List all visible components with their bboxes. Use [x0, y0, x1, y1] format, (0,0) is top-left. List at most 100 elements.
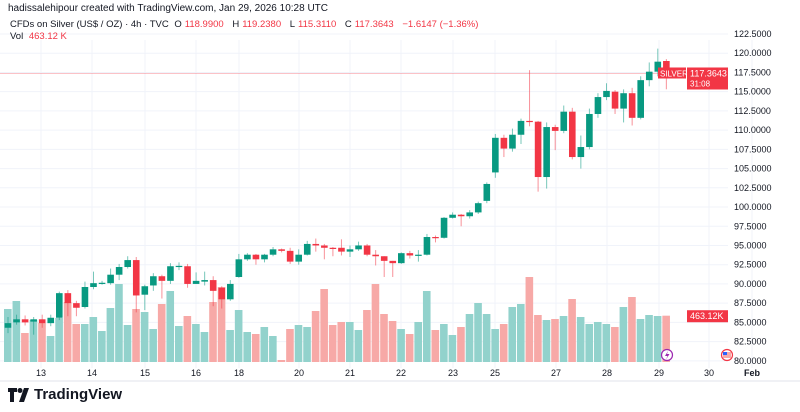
candle[interactable]	[483, 182, 491, 204]
candle[interactable]	[21, 315, 29, 326]
candle[interactable]	[175, 262, 183, 271]
candle[interactable]	[500, 134, 508, 158]
candle[interactable]	[321, 243, 328, 260]
candle[interactable]	[449, 212, 456, 219]
time-axis-label: 18	[234, 368, 244, 378]
candle[interactable]	[415, 250, 422, 262]
candle[interactable]	[235, 253, 243, 278]
candle[interactable]	[141, 284, 149, 311]
candle[interactable]	[637, 76, 644, 120]
volume-bar	[431, 330, 440, 362]
candle[interactable]	[645, 62, 653, 87]
volume-bar	[440, 324, 448, 362]
candle[interactable]	[167, 263, 174, 284]
candle[interactable]	[124, 256, 131, 269]
candle[interactable]	[406, 250, 414, 259]
candle[interactable]	[56, 291, 63, 321]
price-axis-label: 122.5000	[734, 29, 772, 39]
candle[interactable]	[611, 90, 619, 114]
candle[interactable]	[98, 280, 106, 285]
candle[interactable]	[90, 271, 97, 290]
volume-bar	[328, 325, 337, 362]
candle[interactable]	[526, 70, 533, 127]
candle[interactable]	[534, 120, 542, 192]
candle[interactable]	[586, 108, 593, 150]
candle[interactable]	[594, 93, 602, 118]
candle[interactable]	[209, 276, 217, 307]
time-axis-label: 29	[654, 368, 664, 378]
symbol-description[interactable]: CFDs on Silver (US$ / OZ) · 4h · TVC	[10, 19, 169, 30]
volume-bar	[346, 322, 354, 362]
volume-bar	[354, 330, 363, 362]
candle[interactable]	[628, 87, 636, 126]
candle[interactable]	[432, 235, 439, 243]
candle[interactable]	[363, 243, 371, 257]
us-flag-event-icon[interactable]	[720, 348, 734, 362]
candle[interactable]	[312, 238, 320, 252]
candle[interactable]	[38, 314, 46, 328]
candle[interactable]	[440, 217, 448, 239]
candle[interactable]	[577, 135, 585, 169]
candle[interactable]	[278, 248, 285, 253]
candle[interactable]	[218, 286, 226, 309]
candle-body	[269, 249, 277, 255]
tradingview-logo[interactable]: TradingView	[8, 386, 122, 403]
candle[interactable]	[64, 290, 72, 317]
candle[interactable]	[184, 263, 191, 288]
candle[interactable]	[132, 257, 140, 313]
candle[interactable]	[543, 122, 550, 189]
candle[interactable]	[509, 128, 516, 152]
candle[interactable]	[192, 272, 200, 284]
candle[interactable]	[603, 83, 610, 101]
vol-label[interactable]: Vol	[10, 31, 24, 42]
candle[interactable]	[4, 316, 12, 334]
candle[interactable]	[295, 249, 302, 265]
volume-bar	[251, 334, 260, 362]
candle[interactable]	[150, 273, 157, 291]
candle[interactable]	[338, 239, 345, 256]
candle[interactable]	[158, 274, 166, 299]
candle[interactable]	[286, 247, 294, 264]
candle[interactable]	[107, 268, 114, 285]
volume-bar	[508, 307, 517, 362]
candle[interactable]	[398, 252, 405, 264]
candle[interactable]	[13, 314, 20, 325]
candle[interactable]	[73, 300, 80, 317]
candle[interactable]	[372, 250, 379, 266]
candle[interactable]	[269, 247, 277, 257]
candle[interactable]	[201, 271, 208, 286]
candle[interactable]	[620, 89, 627, 123]
lightning-event-icon[interactable]	[660, 348, 674, 362]
candle[interactable]	[380, 256, 388, 278]
candle[interactable]	[329, 247, 337, 257]
time-axis-label: 27	[551, 368, 561, 378]
volume-bar	[662, 315, 670, 362]
candle-body	[150, 276, 157, 286]
candle[interactable]	[517, 118, 525, 144]
candle[interactable]	[560, 105, 568, 134]
candle[interactable]	[457, 213, 465, 227]
volume-bar	[585, 324, 593, 362]
candle[interactable]	[303, 240, 311, 256]
candle[interactable]	[346, 245, 354, 258]
candle[interactable]	[244, 253, 251, 261]
candle-body	[355, 245, 362, 250]
candle[interactable]	[30, 316, 37, 335]
candle[interactable]	[551, 124, 559, 151]
candle[interactable]	[389, 260, 397, 278]
candle[interactable]	[654, 48, 662, 77]
candle[interactable]	[569, 107, 576, 160]
candle[interactable]	[474, 201, 482, 214]
candle[interactable]	[423, 233, 431, 256]
candle[interactable]	[261, 253, 268, 263]
candle[interactable]	[81, 281, 89, 309]
candle[interactable]	[115, 263, 123, 281]
candle[interactable]	[492, 133, 499, 178]
candle[interactable]	[47, 314, 55, 327]
candle-body	[389, 260, 397, 264]
candle[interactable]	[252, 253, 260, 265]
candle[interactable]	[227, 280, 234, 301]
candle[interactable]	[466, 210, 473, 219]
candle[interactable]	[355, 241, 362, 251]
